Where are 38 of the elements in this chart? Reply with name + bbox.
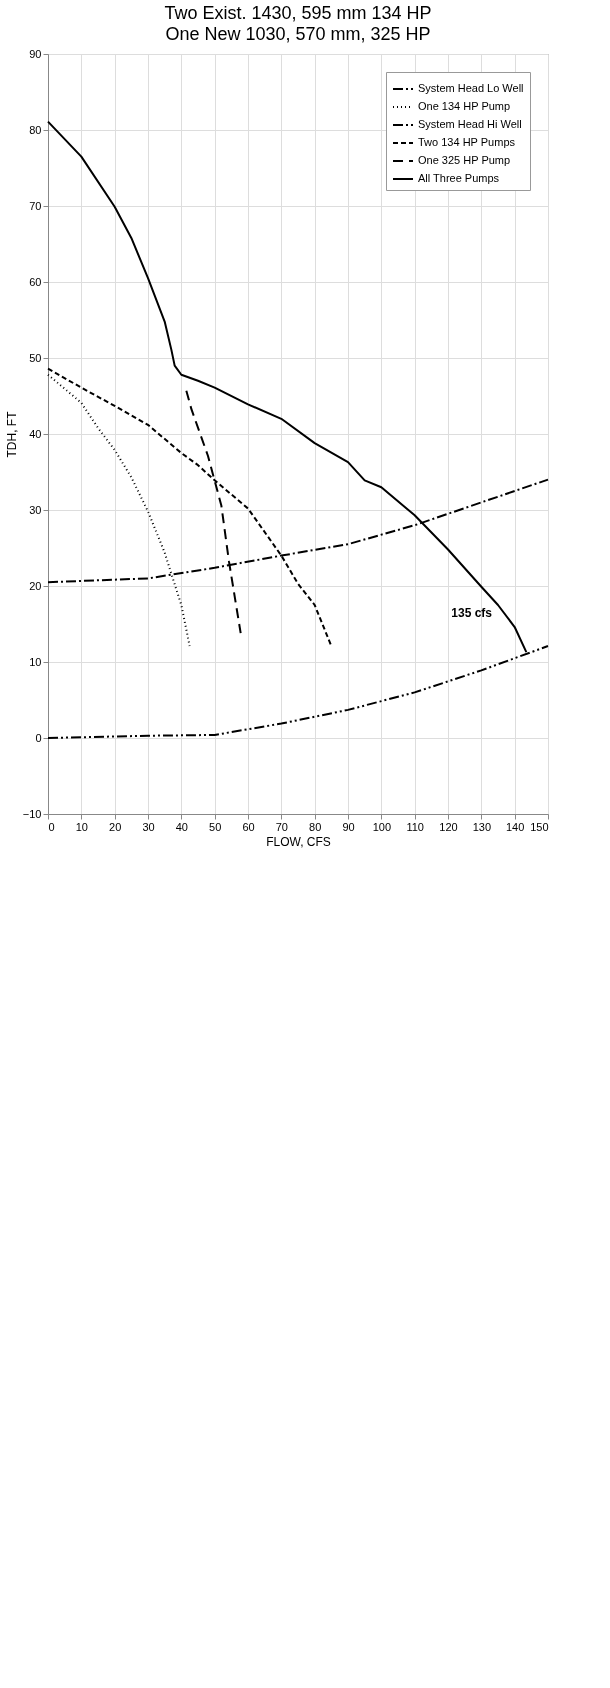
legend-label: One 134 HP Pump — [418, 100, 511, 112]
y-tick-label: 0 — [35, 731, 42, 744]
x-tick-label: 120 — [439, 820, 458, 833]
x-tick-label: 150 — [530, 820, 549, 833]
y-tick-label: 20 — [29, 579, 42, 592]
x-tick-label: 50 — [209, 820, 222, 833]
x-tick-label: 100 — [372, 820, 392, 833]
y-axis-title: TDH, FT — [4, 410, 19, 458]
x-tick-label: 10 — [75, 820, 88, 833]
legend-label: System Head Lo Well — [418, 82, 524, 94]
x-tick-label: 80 — [309, 820, 322, 833]
x-tick-label: 60 — [242, 820, 255, 833]
legend-label: Two 134 HP Pumps — [418, 136, 516, 148]
y-tick-label: 10 — [29, 655, 42, 668]
legend-label: All Three Pumps — [418, 172, 500, 184]
x-tick-label: 30 — [142, 820, 155, 833]
chart-title: Two Exist. 1430, 595 mm 134 HP — [164, 3, 432, 23]
x-tick-label: 0 — [48, 820, 55, 833]
y-tick-label: 60 — [29, 275, 42, 288]
x-axis-title: FLOW, CFS — [266, 834, 331, 849]
x-tick-label: 140 — [505, 820, 525, 833]
x-tick-label: 20 — [109, 820, 122, 833]
legend-label: One 325 HP Pump — [418, 154, 511, 166]
x-tick-label: 70 — [275, 820, 288, 833]
x-tick-label: 90 — [342, 820, 355, 833]
y-tick-label: 80 — [29, 123, 42, 136]
y-tick-label: 40 — [29, 427, 42, 440]
y-tick-label: −10 — [22, 807, 42, 820]
legend-label: System Head Hi Well — [418, 118, 522, 130]
y-tick-label: 30 — [29, 503, 42, 516]
x-tick-label: 40 — [175, 820, 188, 833]
chart-subtitle: One New 1030, 570 mm, 325 HP — [165, 24, 431, 44]
y-tick-label: 70 — [29, 199, 42, 212]
y-tick-label: 50 — [29, 351, 42, 364]
y-tick-label: 90 — [29, 47, 42, 60]
annotation: 135 cfs — [451, 606, 493, 620]
x-tick-label: 130 — [472, 820, 492, 833]
x-tick-label: 110 — [406, 820, 424, 833]
